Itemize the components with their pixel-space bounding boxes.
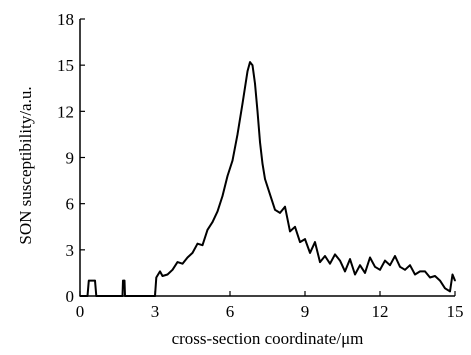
data-point	[201, 244, 204, 246]
data-point	[241, 102, 244, 105]
data-point	[206, 229, 209, 231]
data-point	[186, 256, 189, 259]
data-point	[409, 264, 411, 267]
data-point	[374, 266, 376, 268]
data-point	[226, 175, 229, 177]
data-point	[404, 269, 406, 271]
data-point	[414, 273, 416, 276]
series-layer	[79, 61, 456, 297]
data-point	[251, 64, 254, 66]
data-point	[246, 70, 249, 73]
data-point	[344, 270, 346, 273]
data-point	[249, 61, 251, 63]
x-axis-title: cross-section coordinate/μm	[172, 329, 364, 348]
data-point	[439, 279, 441, 282]
data-point	[155, 276, 158, 279]
y-axis-title: SON susceptibility/a.u.	[16, 86, 35, 244]
data-point	[191, 252, 194, 254]
data-point	[261, 162, 264, 165]
data-point	[369, 256, 371, 259]
data-point	[284, 205, 286, 208]
data-point	[319, 261, 321, 263]
data-point	[166, 273, 169, 276]
y-tick-label: 6	[66, 195, 75, 214]
data-point	[274, 209, 276, 211]
data-point	[324, 255, 326, 257]
data-point	[334, 253, 336, 256]
data-point	[79, 295, 81, 297]
data-point	[349, 258, 351, 260]
data-point	[449, 290, 451, 293]
data-point	[154, 295, 156, 297]
data-point	[451, 273, 454, 276]
data-point	[259, 141, 261, 143]
data-point	[424, 270, 426, 273]
data-point	[309, 252, 311, 254]
y-tick-label: 0	[66, 287, 75, 306]
data-point	[161, 275, 164, 277]
data-point	[294, 226, 296, 228]
data-point	[196, 242, 199, 245]
x-tick-label: 15	[447, 302, 464, 321]
plot-frame	[79, 19, 455, 297]
data-point	[364, 272, 366, 274]
x-tick-label: 12	[372, 302, 389, 321]
y-tick-label: 9	[66, 149, 75, 168]
data-point	[394, 255, 396, 257]
data-point	[254, 82, 256, 85]
data-point	[304, 238, 306, 240]
data-point	[384, 259, 386, 262]
data-point	[399, 266, 401, 268]
data-point	[256, 110, 259, 113]
data-point	[379, 269, 381, 271]
data-point	[124, 295, 126, 297]
data-point	[389, 264, 391, 267]
data-point	[231, 159, 234, 162]
data-point	[236, 133, 239, 136]
data-point	[269, 193, 271, 196]
x-tick-label: 0	[76, 302, 85, 321]
data-point	[121, 295, 124, 297]
data-point	[299, 241, 301, 243]
x-tick-label: 3	[151, 302, 160, 321]
data-point	[264, 178, 266, 180]
y-tick-label: 12	[57, 102, 74, 121]
x-tick-label: 9	[301, 302, 310, 321]
data-point	[171, 269, 174, 271]
y-tick-label: 18	[57, 10, 74, 29]
data-point	[123, 279, 126, 282]
y-tick-label: 3	[66, 241, 75, 260]
y-axis-ticks: 0 3 6 9 12 15 18	[57, 10, 85, 306]
x-tick-label: 6	[226, 302, 235, 321]
data-point	[211, 221, 214, 223]
data-point	[221, 195, 224, 197]
data-point	[95, 295, 98, 297]
data-point	[122, 279, 124, 282]
data-point	[359, 264, 361, 267]
data-point	[216, 210, 219, 213]
series-line	[80, 61, 456, 297]
data-point	[289, 230, 291, 233]
data-point	[279, 212, 281, 214]
data-point	[444, 287, 446, 290]
data-point	[176, 261, 179, 263]
data-point	[419, 270, 421, 273]
data-point	[434, 275, 436, 277]
data-point	[354, 273, 356, 276]
data-point	[339, 259, 341, 262]
data-point	[329, 262, 331, 265]
data-point	[159, 270, 161, 273]
data-point	[314, 241, 316, 243]
data-point	[429, 276, 431, 279]
data-point	[88, 279, 90, 282]
data-point	[181, 262, 184, 265]
data-point	[454, 279, 456, 282]
y-tick-label: 15	[57, 56, 74, 75]
data-point	[86, 295, 89, 297]
data-point	[94, 279, 96, 282]
